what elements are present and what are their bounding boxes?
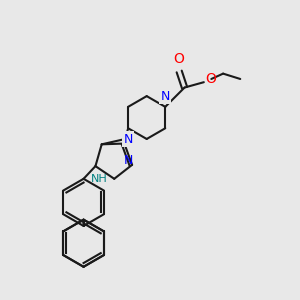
Text: NH: NH bbox=[91, 174, 108, 184]
Text: N: N bbox=[124, 154, 134, 167]
Text: O: O bbox=[205, 72, 216, 86]
Text: O: O bbox=[174, 52, 184, 66]
Text: N: N bbox=[160, 89, 170, 103]
Text: N: N bbox=[124, 133, 133, 146]
